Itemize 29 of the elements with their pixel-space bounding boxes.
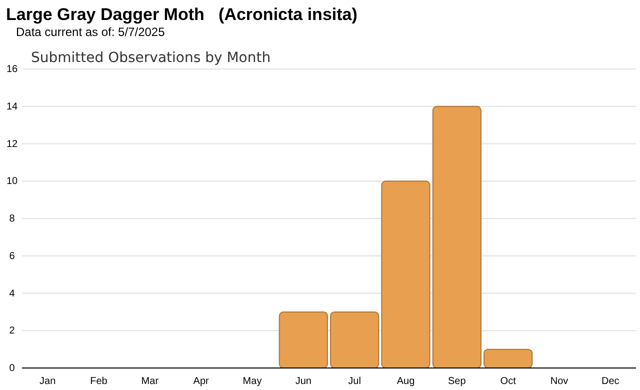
- x-tick-label: Jan: [40, 376, 56, 387]
- y-tick-label: 14: [6, 101, 18, 112]
- y-tick-label: 10: [6, 176, 18, 188]
- chart-subtitle: Data current as of: 5/7/2025: [16, 25, 166, 39]
- x-tick-label: Dec: [602, 376, 620, 387]
- bar: [432, 106, 482, 368]
- y-tick-label: 6: [9, 250, 16, 262]
- text: Submitted Observations by Month: [31, 50, 271, 66]
- bar: [484, 348, 533, 368]
- x-tick-label: May: [242, 376, 262, 387]
- y-tick-label: 4: [9, 288, 16, 300]
- y-tick-label: 8: [9, 214, 16, 224]
- x-tick-label: Apr: [193, 376, 210, 387]
- x-tick-label: Oct: [500, 376, 516, 387]
- x-tick-label: Feb: [90, 376, 108, 387]
- bar: [278, 311, 328, 368]
- x-tick-label: Aug: [396, 376, 415, 387]
- y-tick-label: 0: [9, 363, 16, 374]
- y-tick-label: 12: [6, 138, 18, 150]
- y-tick-label: 2: [9, 326, 16, 337]
- x-tick-label: Mar: [141, 376, 160, 387]
- bar: [330, 311, 380, 368]
- y-tick-label: 16: [6, 64, 18, 75]
- x-tick-label: Jun: [295, 376, 312, 387]
- chart-title: Large Gray Dagger Moth (Acronicta insita): [6, 5, 358, 24]
- x-tick-label: Sep: [448, 376, 466, 387]
- x-tick-label: Jul: [348, 376, 361, 387]
- x-tick-label: Nov: [550, 376, 568, 387]
- bar: [381, 180, 430, 368]
